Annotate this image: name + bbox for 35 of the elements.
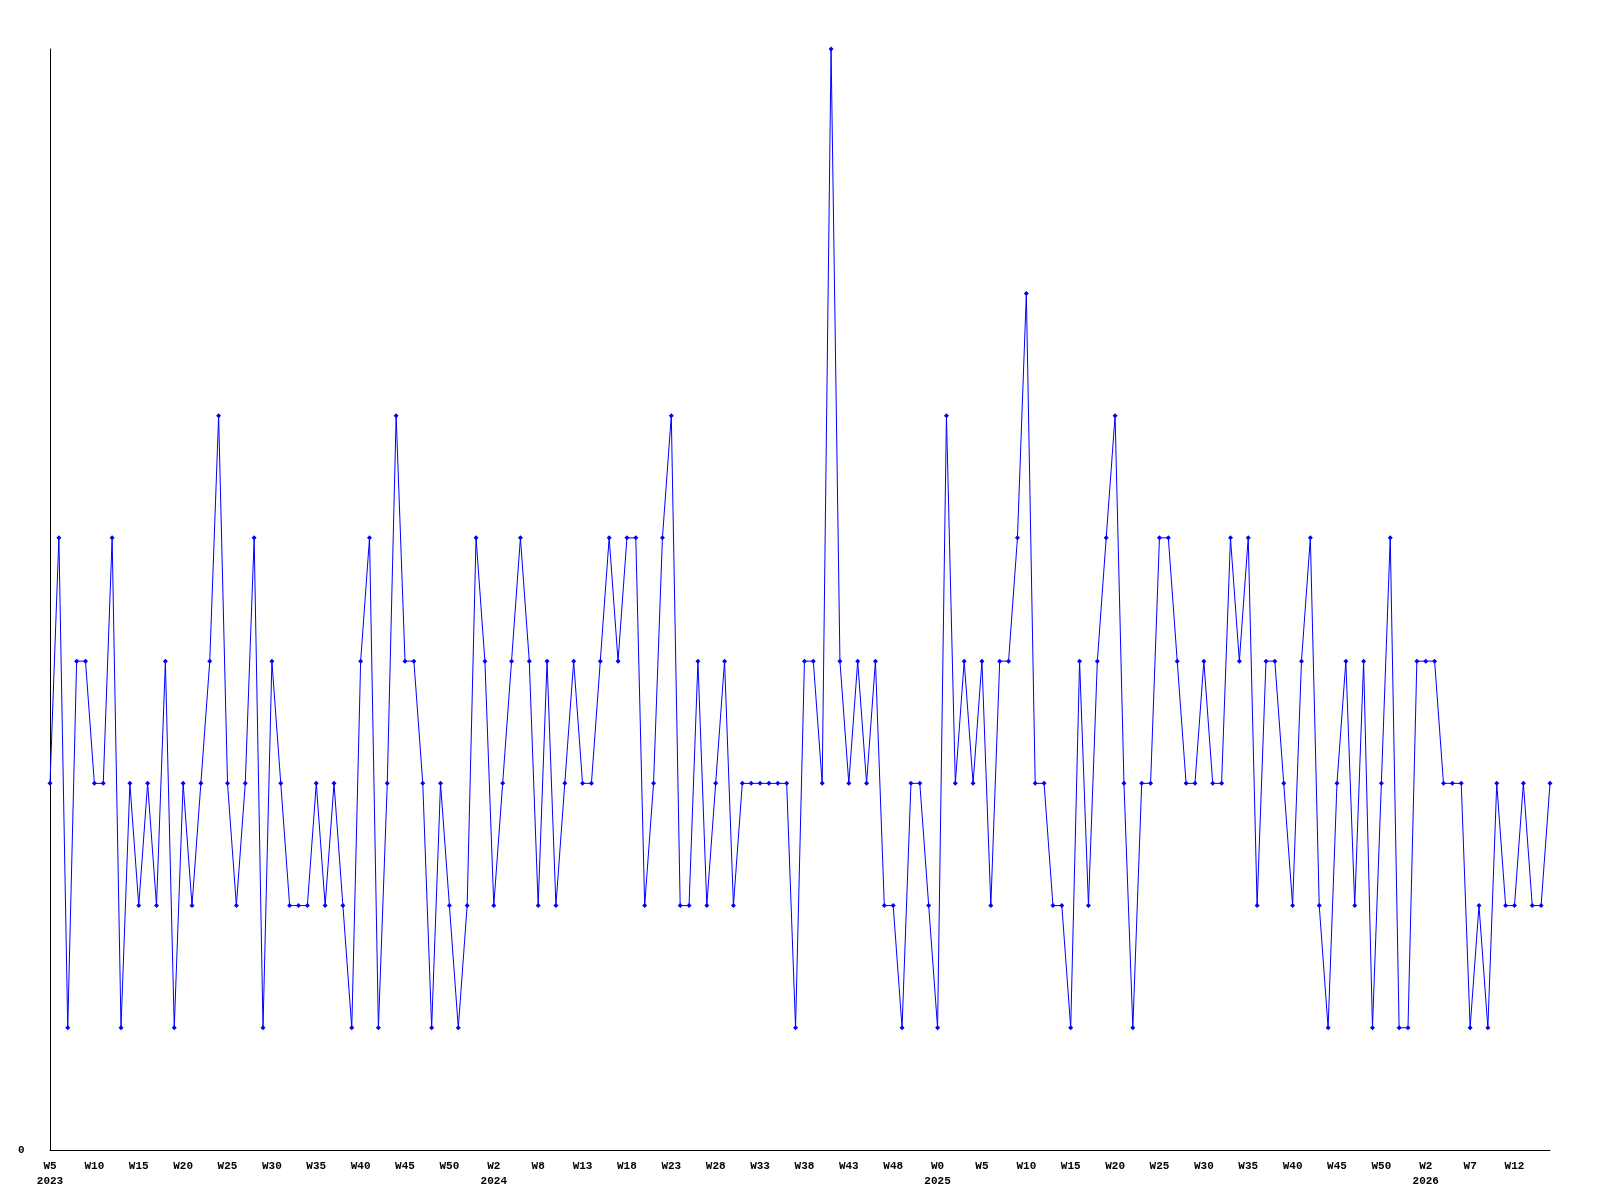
- x-tick-label: W13: [572, 1159, 593, 1172]
- x-tick-label: W25: [217, 1159, 238, 1172]
- x-tick-label: W20: [173, 1159, 194, 1172]
- x-tick-label: W50: [439, 1159, 460, 1172]
- x-tick-label: W48: [883, 1159, 904, 1172]
- x-tick-label: W28: [705, 1159, 726, 1172]
- x-tick-label: W35: [1238, 1159, 1259, 1172]
- x-tick-label: W15: [128, 1159, 150, 1172]
- x-tick-label: W15: [1060, 1159, 1082, 1172]
- x-tick-label: W8: [531, 1159, 546, 1172]
- x-tick-label: W23: [661, 1159, 682, 1172]
- x-tick-label: W33: [750, 1159, 771, 1172]
- x-tick-label: W38: [794, 1159, 815, 1172]
- x-tick-label: W25: [1149, 1159, 1170, 1172]
- x-tick-label: W12: [1504, 1159, 1525, 1172]
- x-tick-label: W5 2023: [36, 1159, 64, 1187]
- x-tick-label: W35: [306, 1159, 327, 1172]
- x-tick-label: W18: [617, 1159, 638, 1172]
- x-tick-label: W0 2025: [924, 1159, 952, 1187]
- x-tick-label: W2 2026: [1412, 1159, 1439, 1187]
- x-tick-label: W45: [1327, 1159, 1348, 1172]
- x-tick-label: W10: [1016, 1159, 1037, 1172]
- x-tick-label: W50: [1371, 1159, 1392, 1172]
- text: 0: [18, 1143, 25, 1156]
- x-tick-label: W20: [1105, 1159, 1125, 1172]
- x-tick-label: W45: [395, 1159, 416, 1172]
- x-tick-label: W30: [261, 1159, 282, 1172]
- x-tick-label: W7: [1463, 1159, 1477, 1172]
- x-tick-label: W10: [84, 1159, 105, 1172]
- x-tick-label: W40: [1282, 1159, 1303, 1172]
- x-tick-label: W30: [1193, 1159, 1214, 1172]
- x-tick-label: W40: [350, 1159, 371, 1172]
- x-tick-label: W2 2024: [480, 1159, 508, 1187]
- x-tick-label: W5: [975, 1159, 989, 1172]
- x-tick-label: W43: [838, 1159, 860, 1172]
